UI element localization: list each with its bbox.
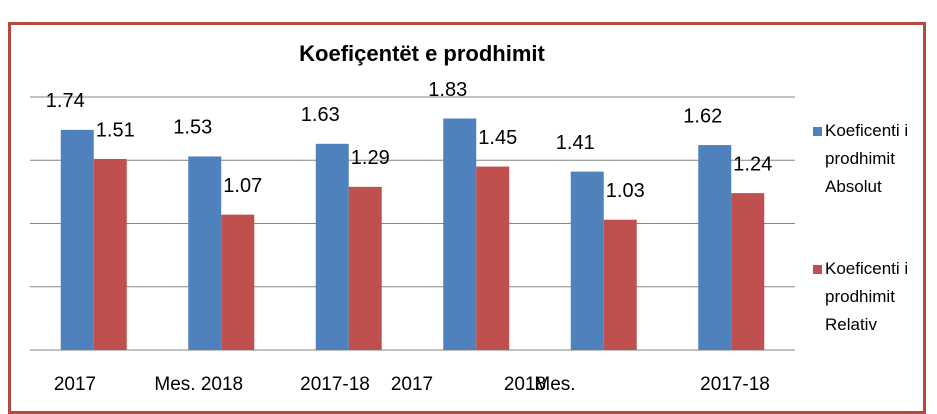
legend-label: Koeficenti i prodhimit Relativ — [825, 259, 909, 334]
data-label: 1.45 — [478, 127, 517, 149]
legend-item: Koeficenti i prodhimit Relativ — [813, 255, 930, 339]
legend-label: Koeficenti i prodhimit Absolut — [825, 121, 909, 196]
legend-swatch — [813, 127, 822, 136]
bar — [60, 129, 94, 350]
x-tick-label: 2018 — [504, 374, 546, 395]
data-label: 1.53 — [173, 117, 212, 139]
data-label: 1.07 — [223, 175, 262, 197]
bar — [570, 171, 604, 350]
x-tick-label: 2017 — [54, 374, 96, 395]
data-label: 1.03 — [606, 180, 645, 202]
x-group-label: Mes. — [534, 374, 575, 395]
chart-title: Koefiçentët e prodhimit — [299, 41, 545, 66]
bar — [443, 118, 477, 350]
bar — [731, 193, 765, 350]
data-label: 1.63 — [301, 104, 340, 126]
bar — [188, 156, 222, 350]
bar — [348, 186, 382, 350]
data-label: 1.41 — [556, 132, 595, 154]
x-tick-label: 2017 — [391, 374, 433, 395]
x-tick-label: 2017-18 — [700, 374, 770, 395]
bar — [603, 219, 637, 350]
data-label: 1.62 — [683, 105, 722, 127]
bar — [476, 166, 510, 350]
legend-swatch — [813, 265, 822, 274]
data-label: 1.24 — [733, 153, 772, 175]
bar — [698, 145, 732, 350]
data-label: 1.29 — [351, 147, 390, 169]
bar — [315, 143, 349, 350]
x-group-label: Mes. — [154, 374, 195, 395]
x-tick-label: 2017-18 — [300, 374, 370, 395]
bar — [221, 214, 255, 350]
bar — [93, 158, 127, 350]
data-label: 1.83 — [428, 79, 467, 101]
data-label: 1.74 — [46, 90, 85, 112]
data-label: 1.51 — [96, 119, 135, 141]
legend-item: Koeficenti i prodhimit Absolut — [813, 117, 930, 201]
x-tick-label: 2018 — [201, 374, 243, 395]
